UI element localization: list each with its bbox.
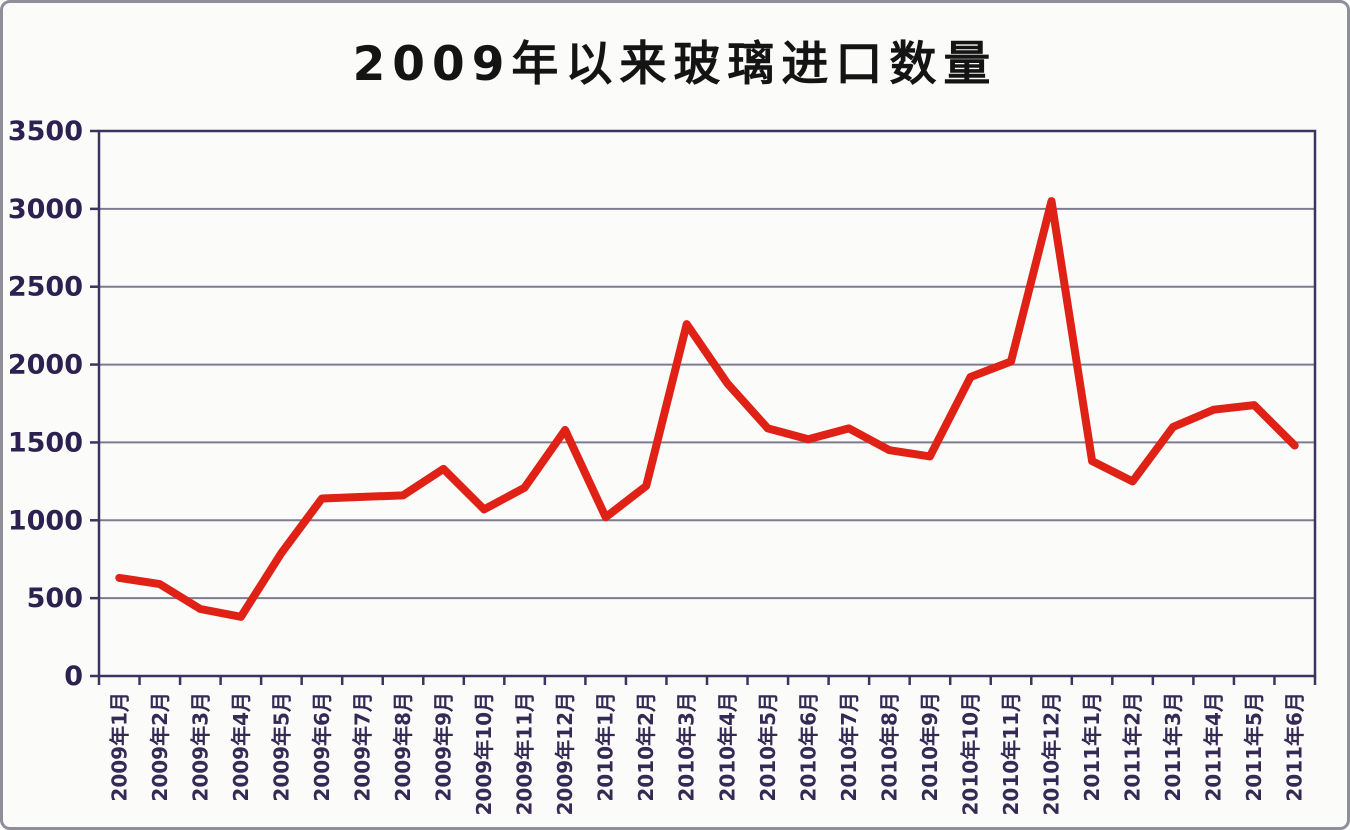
x-axis-label-10: 2009年11月 bbox=[513, 692, 537, 816]
x-axis-label-6: 2009年7月 bbox=[350, 692, 374, 802]
x-axis-label-2: 2009年3月 bbox=[188, 692, 212, 802]
x-axis-label-27: 2011年4月 bbox=[1202, 692, 1226, 802]
x-axis-label-9: 2009年10月 bbox=[472, 692, 496, 816]
x-axis-label-0: 2009年1月 bbox=[107, 692, 131, 802]
x-axis-label-5: 2009年6月 bbox=[310, 692, 334, 802]
x-axis-label-20: 2010年9月 bbox=[918, 692, 942, 802]
x-axis-label-19: 2010年8月 bbox=[877, 692, 901, 802]
x-axis-label-18: 2010年7月 bbox=[837, 692, 861, 802]
x-axis-label-24: 2011年1月 bbox=[1080, 692, 1104, 802]
x-axis-label-15: 2010年4月 bbox=[715, 692, 739, 802]
y-axis-label-1500: 1500 bbox=[8, 427, 83, 458]
x-axis-label-12: 2010年1月 bbox=[594, 692, 618, 802]
y-axis-label-2000: 2000 bbox=[8, 350, 83, 381]
glass-import-line-chart: 0 500 1000 1500 2000 2500 3000 3500 2009年1月 2009年… bbox=[8, 116, 1317, 816]
y-axis-label-500: 500 bbox=[27, 583, 83, 614]
x-axis-label-3: 2009年4月 bbox=[229, 692, 253, 802]
x-axis-label-29: 2011年6月 bbox=[1283, 692, 1307, 802]
x-axis-label-25: 2011年2月 bbox=[1121, 692, 1145, 802]
x-axis-label-22: 2010年11月 bbox=[999, 692, 1023, 816]
x-axis-label-23: 2010年12月 bbox=[1040, 692, 1064, 816]
x-axis-label-28: 2011年5月 bbox=[1242, 692, 1266, 802]
x-axis-label-7: 2009年8月 bbox=[391, 692, 415, 802]
y-axis-label-3000: 3000 bbox=[8, 194, 83, 225]
chart-title: 2009年以来玻璃进口数量 bbox=[352, 37, 998, 92]
x-axis-label-4: 2009年5月 bbox=[269, 692, 293, 802]
x-axis-label-1: 2009年2月 bbox=[148, 692, 172, 802]
y-axis-label-1000: 1000 bbox=[8, 505, 83, 536]
x-axis-label-16: 2010年5月 bbox=[756, 692, 780, 802]
plot-border bbox=[97, 129, 1317, 678]
x-axis-label-14: 2010年3月 bbox=[675, 692, 699, 802]
x-axis-label-26: 2011年3月 bbox=[1161, 692, 1185, 802]
y-axis-label-2500: 2500 bbox=[8, 272, 83, 303]
x-axis-label-11: 2009年12月 bbox=[553, 692, 577, 816]
x-axis-label-13: 2010年2月 bbox=[634, 692, 658, 802]
y-axis-label-3500: 3500 bbox=[8, 116, 83, 147]
x-axis-label-8: 2009年9月 bbox=[432, 692, 456, 802]
y-axis-label-0: 0 bbox=[64, 661, 83, 692]
x-axis-label-21: 2010年10月 bbox=[958, 692, 982, 816]
data-line-0 bbox=[115, 197, 1299, 621]
x-axis-label-17: 2010年6月 bbox=[796, 692, 820, 802]
